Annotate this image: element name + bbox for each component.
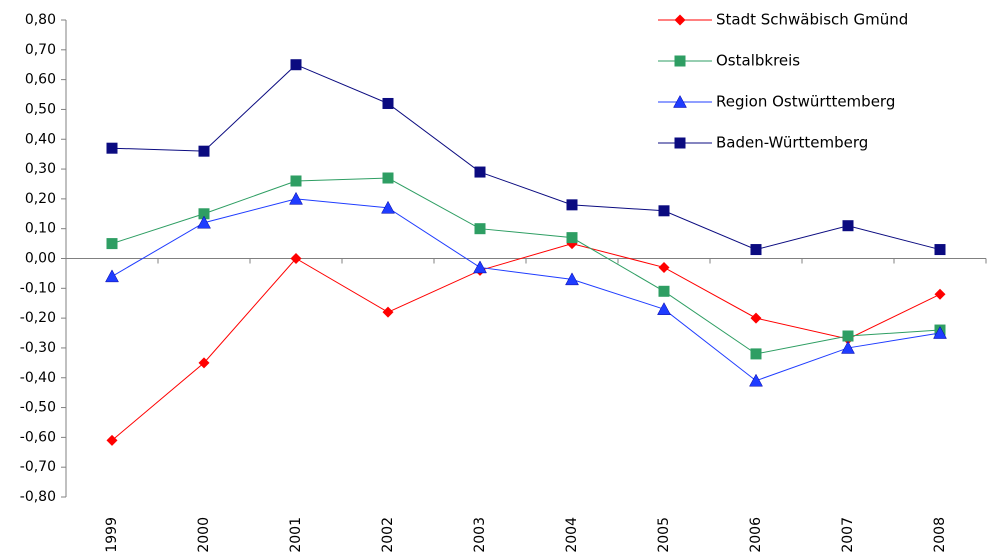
x-tick-label: 2007 bbox=[840, 517, 856, 553]
point bbox=[290, 175, 302, 187]
y-tick-label: 0,20 bbox=[25, 191, 56, 207]
point bbox=[749, 373, 763, 387]
y-tick-label: 0,10 bbox=[25, 221, 56, 237]
point bbox=[933, 326, 947, 339]
point bbox=[290, 253, 302, 264]
point bbox=[750, 244, 762, 256]
point bbox=[106, 142, 118, 154]
x-tick-label: 1999 bbox=[104, 517, 120, 553]
point bbox=[934, 288, 946, 300]
point bbox=[750, 348, 762, 360]
point bbox=[381, 200, 395, 214]
series-line bbox=[111, 243, 941, 441]
legend-label: Region Ostwürttemberg bbox=[716, 93, 895, 111]
x-tick-label: 2006 bbox=[748, 517, 764, 553]
legend-marker bbox=[674, 137, 686, 149]
legend-item: Ostalbkreis bbox=[658, 52, 800, 70]
legend-marker bbox=[673, 94, 687, 108]
x-tick-label: 2008 bbox=[932, 517, 948, 553]
point bbox=[382, 172, 394, 184]
point bbox=[658, 261, 670, 273]
point bbox=[657, 302, 671, 315]
y-tick-label: -0,30 bbox=[20, 340, 56, 356]
point bbox=[565, 272, 579, 286]
point bbox=[198, 357, 210, 369]
point bbox=[658, 205, 670, 217]
y-tick-label: 0,70 bbox=[25, 42, 56, 58]
point bbox=[106, 238, 118, 250]
point bbox=[842, 330, 854, 342]
point bbox=[566, 232, 578, 244]
point bbox=[106, 434, 118, 446]
y-tick-label: -0,10 bbox=[20, 280, 56, 296]
x-tick-label: 2003 bbox=[472, 517, 488, 553]
point bbox=[289, 191, 303, 205]
series-line bbox=[111, 198, 941, 382]
point bbox=[198, 208, 210, 220]
point bbox=[566, 199, 578, 211]
x-tick-label: 2001 bbox=[288, 517, 304, 553]
point bbox=[198, 145, 210, 157]
x-tick-label: 2004 bbox=[564, 517, 580, 553]
y-tick-label: 0,30 bbox=[25, 161, 56, 177]
series-line bbox=[111, 64, 941, 251]
point bbox=[934, 244, 946, 256]
point bbox=[105, 269, 119, 283]
point bbox=[658, 285, 670, 297]
series-line bbox=[111, 177, 941, 355]
y-tick-label: 0,40 bbox=[25, 131, 56, 147]
y-tick-label: 0,50 bbox=[25, 101, 56, 117]
point bbox=[474, 166, 486, 178]
x-tick-label: 2000 bbox=[196, 517, 212, 553]
point bbox=[382, 306, 394, 318]
point bbox=[474, 223, 486, 235]
y-tick-label: 0,60 bbox=[25, 72, 56, 88]
y-tick-label: 0,00 bbox=[25, 251, 56, 267]
point bbox=[197, 215, 211, 229]
x-tick-label: 2002 bbox=[380, 517, 396, 553]
legend-label: Ostalbkreis bbox=[716, 52, 800, 70]
legend-item: Region Ostwürttemberg bbox=[658, 93, 895, 111]
y-tick-label: -0,50 bbox=[20, 400, 56, 416]
y-tick-label: -0,20 bbox=[20, 310, 56, 326]
y-tick-label: -0,40 bbox=[20, 370, 56, 386]
legend-label: Stadt Schwäbisch Gmünd bbox=[716, 11, 908, 29]
legend-item: Stadt Schwäbisch Gmünd bbox=[658, 11, 908, 29]
y-tick-label: -0,80 bbox=[20, 489, 56, 505]
y-tick-label: 0,80 bbox=[25, 12, 56, 28]
point bbox=[473, 260, 487, 274]
point bbox=[750, 312, 762, 324]
y-tick-label: -0,70 bbox=[20, 459, 56, 475]
point bbox=[841, 340, 855, 354]
legend-item: Baden-Württemberg bbox=[658, 134, 868, 152]
point bbox=[382, 97, 394, 109]
x-tick-label: 2005 bbox=[656, 517, 672, 553]
point bbox=[842, 220, 854, 232]
y-tick-label: -0,60 bbox=[20, 429, 56, 445]
legend-marker bbox=[674, 55, 686, 67]
point bbox=[290, 59, 302, 71]
legend-marker bbox=[674, 14, 686, 26]
legend-label: Baden-Württemberg bbox=[716, 134, 868, 152]
